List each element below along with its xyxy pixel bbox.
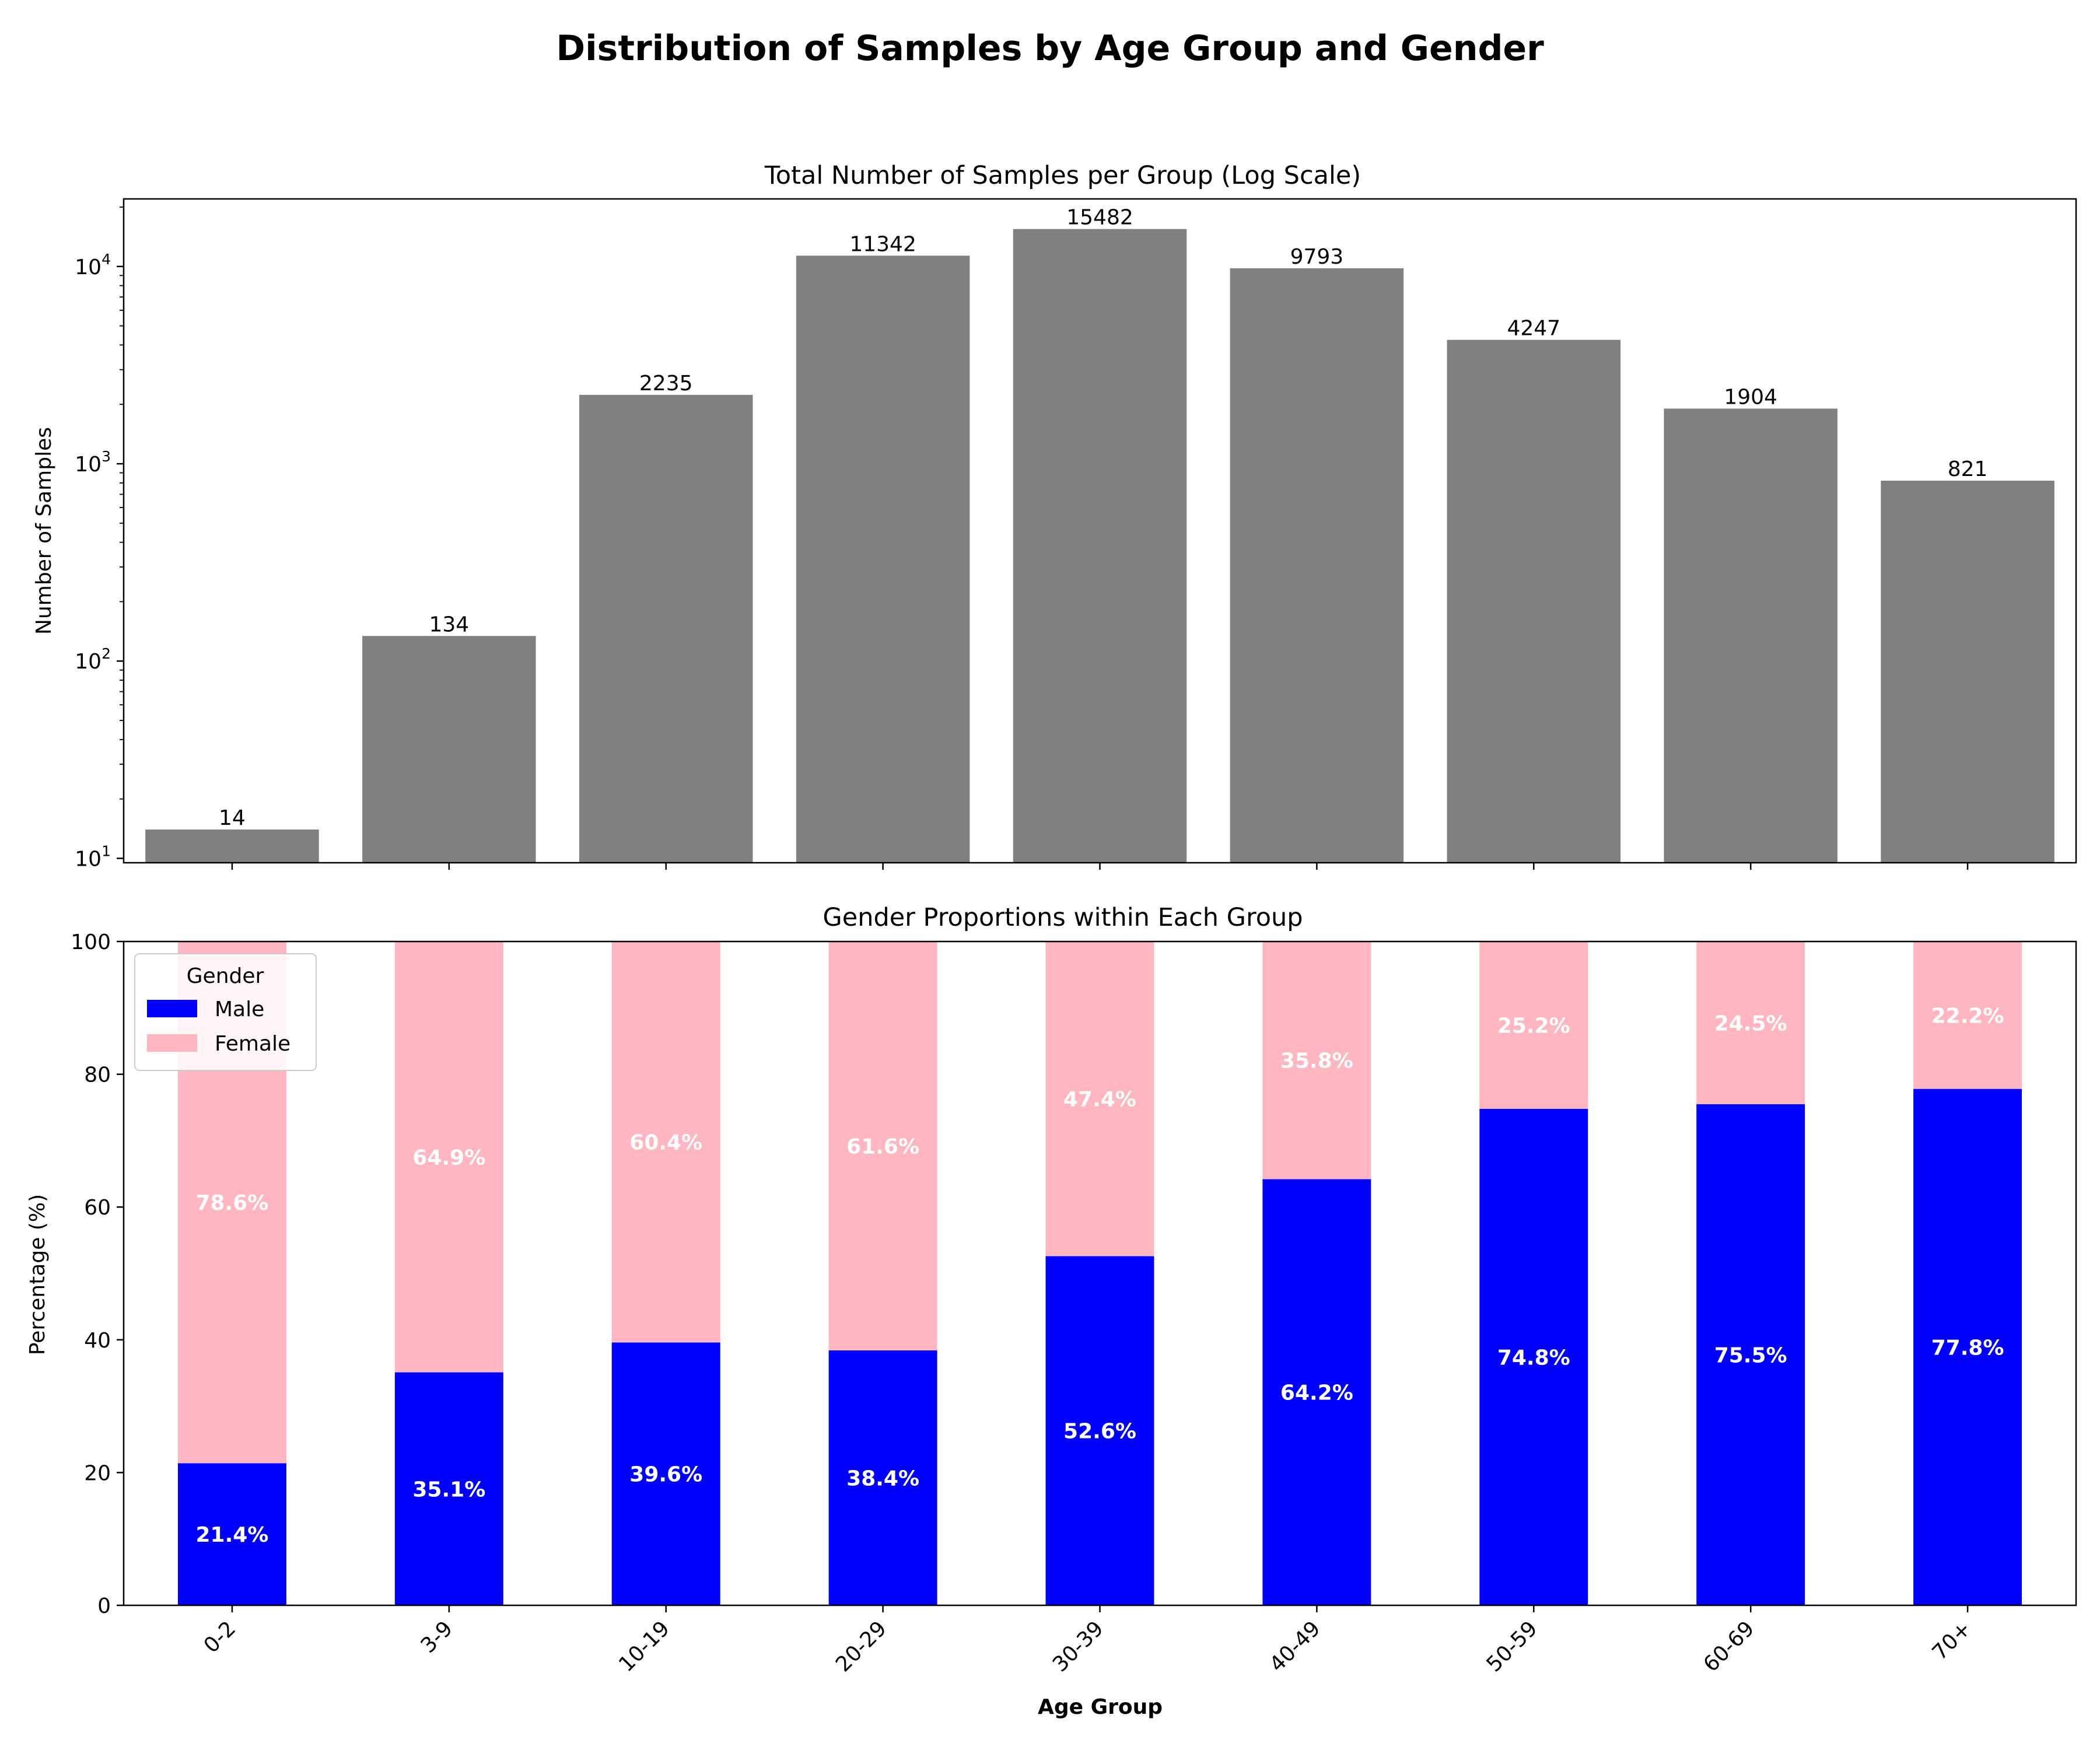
- gender-proportions-plot-frame: [123, 940, 2077, 1606]
- legend-swatch-female: [147, 1034, 197, 1052]
- segment-female-70plus: [1913, 942, 2022, 1089]
- y-tick-label: 102: [75, 645, 111, 674]
- segment-label-male-70plus: 77.8%: [1931, 1336, 2004, 1360]
- bar-70plus: [1881, 481, 2054, 863]
- segment-label-male-10-19: 39.6%: [629, 1463, 702, 1487]
- total-samples-chart: Total Number of Samples per Group (Log S…: [32, 161, 2077, 871]
- segment-female-50-59: [1479, 942, 1588, 1109]
- segment-label-male-60-69: 75.5%: [1714, 1343, 1787, 1367]
- segment-female-3-9: [394, 942, 503, 1373]
- segment-label-female-20-29: 61.6%: [846, 1135, 919, 1159]
- y-tick-label: 80: [84, 1063, 111, 1087]
- value-label-20-29: 11342: [849, 232, 916, 256]
- total-samples-bars: [145, 229, 2054, 863]
- bar-50-59: [1447, 340, 1621, 863]
- segment-female-60-69: [1696, 942, 1805, 1104]
- segment-male-40-49: [1262, 1179, 1371, 1605]
- gender-legend: Gender Male Female: [134, 953, 317, 1071]
- bar-10-19: [579, 394, 753, 863]
- total-samples-value-labels: 14 134 2235 11342 15482 9793 4247 1904 821: [219, 206, 1987, 830]
- segment-label-female-0-2: 78.6%: [195, 1191, 268, 1215]
- segment-label-male-20-29: 38.4%: [846, 1467, 919, 1491]
- segment-male-20-29: [828, 1350, 937, 1605]
- segment-male-10-19: [611, 1342, 720, 1605]
- total-samples-y-ticks: 101 102 103 104: [75, 206, 124, 871]
- legend-swatch-male: [147, 1000, 197, 1017]
- segment-label-female-60-69: 24.5%: [1714, 1012, 1787, 1035]
- segment-male-3-9: [394, 1372, 503, 1605]
- legend-label-male: Male: [215, 998, 264, 1021]
- segment-label-female-40-49: 35.8%: [1280, 1049, 1353, 1073]
- gender-proportions-y-axis-label: Percentage (%): [26, 1194, 50, 1355]
- segment-label-male-0-2: 21.4%: [195, 1523, 268, 1547]
- value-label-60-69: 1904: [1724, 385, 1777, 409]
- bar-40-49: [1230, 268, 1404, 863]
- bar-20-29: [796, 256, 970, 863]
- bar-3-9: [362, 636, 536, 863]
- value-label-70plus: 821: [1948, 457, 1988, 481]
- value-label-3-9: 134: [429, 612, 469, 636]
- y-tick-label: 103: [75, 448, 111, 477]
- segment-male-60-69: [1696, 1104, 1805, 1605]
- gender-proportions-x-axis-label: Age Group: [1038, 1695, 1163, 1719]
- segment-label-female-3-9: 64.9%: [412, 1146, 485, 1170]
- segment-male-30-39: [1045, 1256, 1154, 1605]
- total-samples-chart-title: Total Number of Samples per Group (Log S…: [764, 161, 1361, 190]
- segment-male-0-2: [177, 1463, 286, 1605]
- y-tick-label: 40: [84, 1329, 111, 1353]
- segment-male-50-59: [1479, 1108, 1588, 1605]
- segment-male-70plus: [1913, 1088, 2022, 1605]
- value-label-50-59: 4247: [1507, 317, 1560, 341]
- segment-label-male-30-39: 52.6%: [1063, 1420, 1136, 1444]
- y-tick-label: 104: [75, 251, 111, 279]
- y-tick-label: 20: [84, 1461, 111, 1485]
- segment-label-male-50-59: 74.8%: [1497, 1346, 1570, 1370]
- value-label-0-2: 14: [219, 806, 246, 830]
- y-tick-label: 60: [84, 1196, 111, 1220]
- legend-title: Gender: [187, 964, 264, 988]
- segment-label-male-3-9: 35.1%: [412, 1478, 485, 1502]
- bar-30-39: [1013, 229, 1187, 863]
- gender-proportions-chart: Gender Proportions within Each Group Per…: [26, 903, 2077, 1719]
- segment-label-female-30-39: 47.4%: [1063, 1088, 1136, 1112]
- value-label-40-49: 9793: [1290, 245, 1344, 269]
- segment-female-20-29: [828, 942, 937, 1351]
- legend-label-female: Female: [215, 1032, 290, 1056]
- total-samples-x-ticks: [231, 863, 1969, 870]
- value-label-30-39: 15482: [1066, 206, 1133, 230]
- value-label-10-19: 2235: [639, 372, 693, 396]
- y-tick-label: 100: [71, 930, 111, 954]
- total-samples-plot-frame: [123, 198, 2077, 864]
- segment-female-10-19: [611, 942, 720, 1343]
- segment-female-40-49: [1262, 942, 1371, 1180]
- segment-label-male-40-49: 64.2%: [1280, 1381, 1353, 1405]
- gender-proportions-y-ticks: 0 20 40 60 80 100: [71, 930, 124, 1618]
- bar-0-2: [145, 830, 319, 863]
- y-tick-label: 0: [97, 1594, 111, 1618]
- segment-label-female-10-19: 60.4%: [629, 1131, 702, 1155]
- segment-label-female-70plus: 22.2%: [1931, 1004, 2004, 1028]
- gender-proportions-chart-title: Gender Proportions within Each Group: [822, 903, 1303, 932]
- figure-title: Distribution of Samples by Age Group and…: [556, 28, 1544, 69]
- y-tick-label: 101: [75, 842, 111, 871]
- total-samples-y-axis-label: Number of Samples: [32, 427, 56, 635]
- segment-label-female-50-59: 25.2%: [1497, 1014, 1570, 1038]
- gender-proportions-segment-labels: 21.4% 78.6% 35.1% 64.9% 39.6% 60.4% 38.4% 61.6%…: [195, 1004, 2004, 1547]
- segment-female-30-39: [1045, 942, 1154, 1256]
- bar-60-69: [1664, 408, 1838, 863]
- gender-proportions-bars: [177, 942, 2022, 1605]
